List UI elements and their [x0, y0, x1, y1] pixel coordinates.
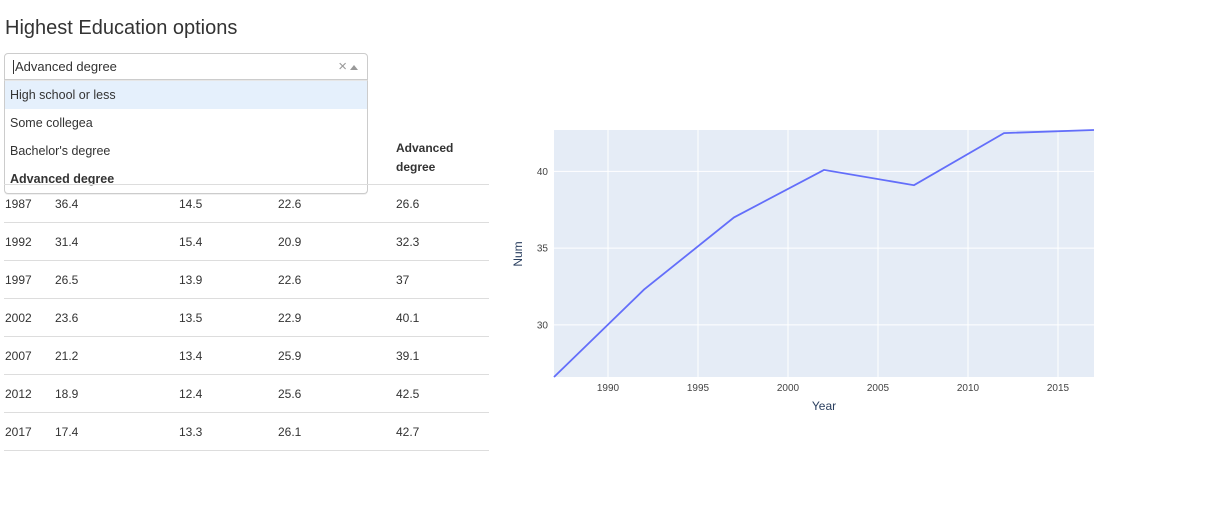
education-table: Advanced degree 1987 36.4 14.5 22.6 26.6 1992… [4, 131, 489, 451]
table-cell: 21.2 [55, 336, 179, 375]
table-cell: 42.7 [396, 412, 489, 451]
table-cell: 37 [396, 260, 489, 299]
x-tick-label: 2010 [957, 383, 980, 394]
line-chart: 1990 1995 2000 2005 2010 2015 30 35 40 Year Num [511, 129, 1095, 413]
grid [554, 130, 1094, 377]
caret-up-icon[interactable] [350, 65, 358, 70]
table-cell: 22.6 [278, 184, 396, 223]
y-tick-label: 30 [537, 320, 549, 331]
table-header-cell [55, 131, 179, 185]
table-cell: 13.4 [179, 336, 278, 375]
series-line [553, 129, 1095, 378]
table-row: 2002 23.6 13.5 22.9 40.1 [4, 298, 489, 337]
table-cell: 22.6 [278, 260, 396, 299]
table-cell: 26.1 [278, 412, 396, 451]
table-row: 2007 21.2 13.4 25.9 39.1 [4, 336, 489, 375]
table-cell: 23.6 [55, 298, 179, 337]
table-cell: 40.1 [396, 298, 489, 337]
page-title: Highest Education options [5, 17, 238, 39]
dropdown-control[interactable]: Advanced degree × [4, 53, 368, 80]
table-header-row: Advanced degree [4, 131, 489, 185]
y-tick-label: 40 [537, 167, 549, 178]
dropdown-value[interactable]: Advanced degree [13, 59, 117, 74]
table-row: 1997 26.5 13.9 22.6 37 [4, 260, 489, 299]
table-cell: 15.4 [179, 222, 278, 261]
table-row: 2017 17.4 13.3 26.1 42.7 [4, 412, 489, 451]
table-cell: 2017 [4, 412, 55, 451]
x-axis-ticks: 1990 1995 2000 2005 2010 2015 [597, 383, 1070, 394]
table-cell: 22.9 [278, 298, 396, 337]
table-cell: 2002 [4, 298, 55, 337]
x-tick-label: 2005 [867, 383, 890, 394]
table-cell: 25.9 [278, 336, 396, 375]
table-row: 1987 36.4 14.5 22.6 26.6 [4, 184, 489, 223]
table-row: 2012 18.9 12.4 25.6 42.5 [4, 374, 489, 413]
dropdown-option-some-college[interactable]: Some collegea [10, 116, 93, 130]
table-cell: 1992 [4, 222, 55, 261]
table-cell: 2007 [4, 336, 55, 375]
table-cell: 14.5 [179, 184, 278, 223]
y-axis-ticks: 30 35 40 [537, 167, 549, 331]
x-tick-label: 2015 [1047, 383, 1070, 394]
y-axis-title: Num [511, 241, 525, 266]
table-header-cell [278, 131, 396, 185]
dropdown-option-high-school[interactable]: High school or less [5, 81, 367, 109]
table-cell: 13.3 [179, 412, 278, 451]
table-cell: 26.5 [55, 260, 179, 299]
table-cell: 13.5 [179, 298, 278, 337]
table-cell: 39.1 [396, 336, 489, 375]
table-cell: 13.9 [179, 260, 278, 299]
table-cell: 42.5 [396, 374, 489, 413]
table-cell: 20.9 [278, 222, 396, 261]
x-tick-label: 1995 [687, 383, 710, 394]
clear-icon[interactable]: × [338, 58, 347, 75]
table-cell: 26.6 [396, 184, 489, 223]
table-cell: 12.4 [179, 374, 278, 413]
x-axis-title: Year [812, 399, 836, 413]
x-tick-label: 2000 [777, 383, 800, 394]
table-cell: 1987 [4, 184, 55, 223]
plot-background [554, 130, 1094, 377]
table-header-advanced-degree: Advanced degree [396, 131, 489, 185]
table-cell: 31.4 [55, 222, 179, 261]
table-cell: 17.4 [55, 412, 179, 451]
table-cell: 1997 [4, 260, 55, 299]
table-cell: 2012 [4, 374, 55, 413]
x-tick-label: 1990 [597, 383, 620, 394]
table-header-cell [179, 131, 278, 185]
table-header-cell [4, 131, 55, 185]
table-cell: 32.3 [396, 222, 489, 261]
table-cell: 18.9 [55, 374, 179, 413]
y-tick-label: 35 [537, 244, 549, 255]
table-cell: 25.6 [278, 374, 396, 413]
table-row: 1992 31.4 15.4 20.9 32.3 [4, 222, 489, 261]
table-cell: 36.4 [55, 184, 179, 223]
